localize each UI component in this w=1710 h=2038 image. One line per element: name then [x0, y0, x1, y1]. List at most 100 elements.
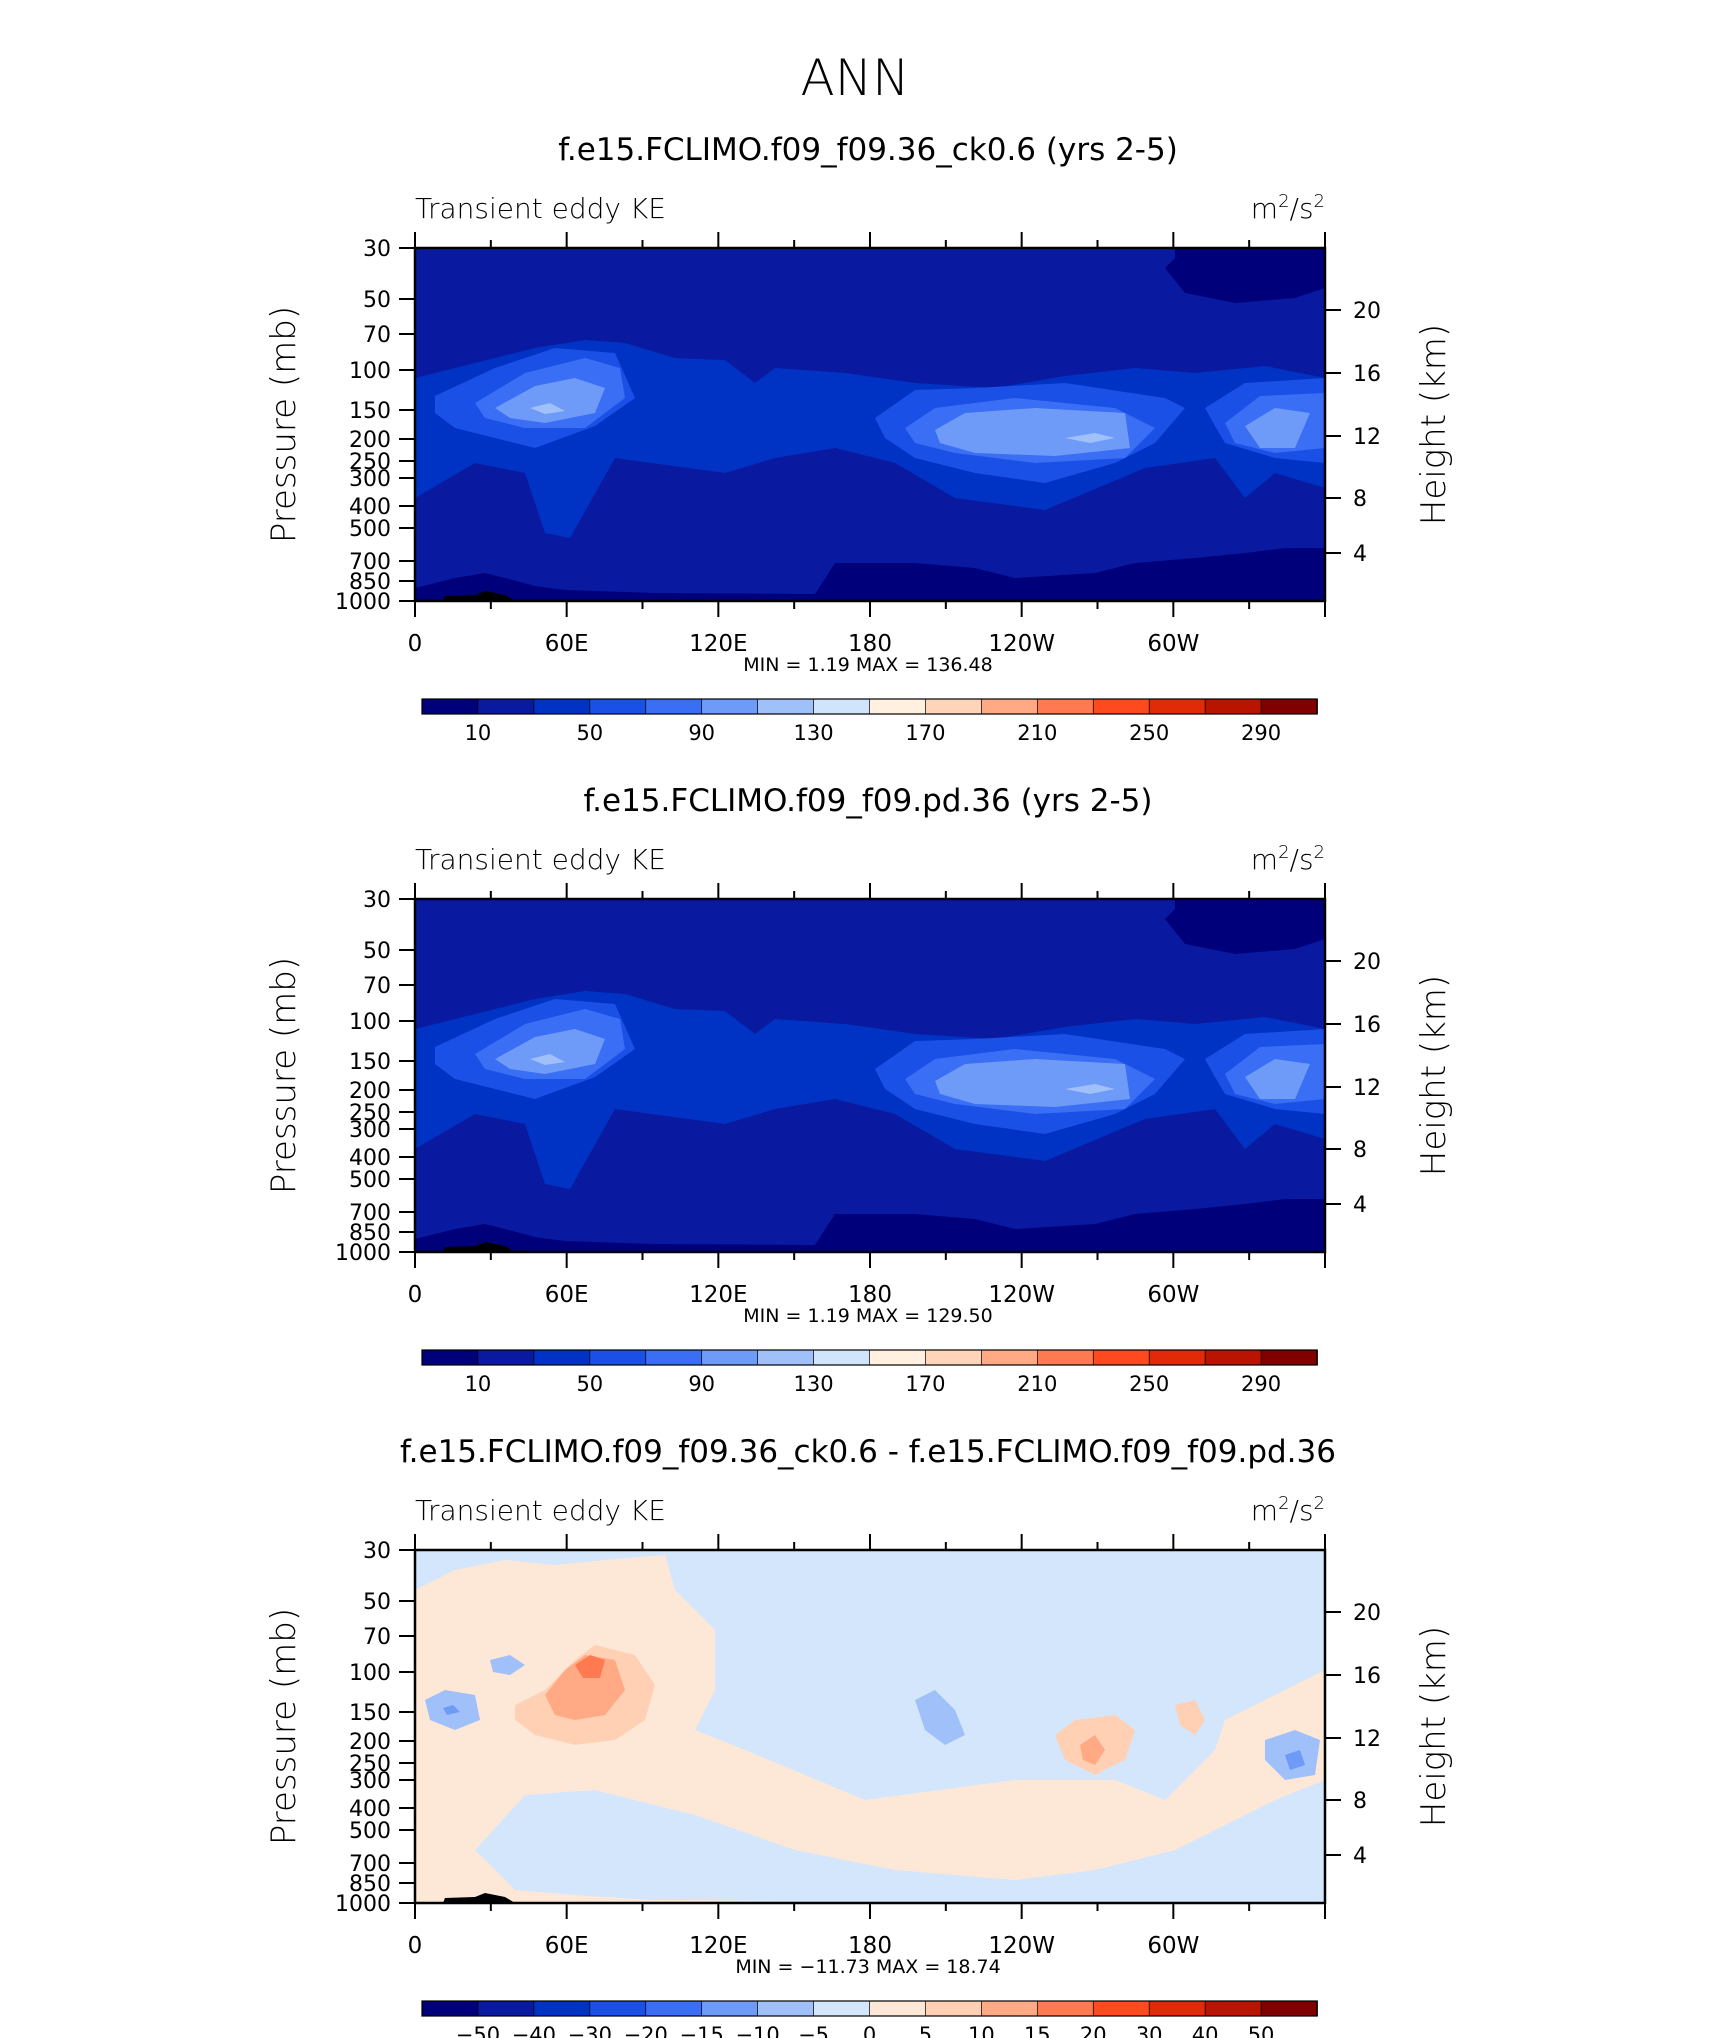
y2-tick-label: 12: [1353, 1727, 1381, 1752]
units-label: m2/s2: [1251, 191, 1325, 225]
colorbar-swatch-1-0: [421, 1349, 479, 1366]
y-tick-label: 1000: [335, 1892, 391, 1917]
y-tick-label: 1000: [335, 590, 391, 615]
y-tick-label: 100: [349, 359, 391, 384]
colorbar-swatch-2-9: [925, 2000, 983, 2017]
chart-panel-3: f.e15.FCLIMO.f09_f09.36_ck0.6 - f.e15.FC…: [264, 1434, 1454, 2038]
variable-label: Transient eddy KE: [415, 843, 666, 876]
colorbar-swatch-0-9: [925, 698, 983, 715]
y2-tick-label: 8: [1353, 1138, 1367, 1163]
y-tick-label: 1000: [335, 1241, 391, 1266]
colorbar-swatch-0-0: [421, 698, 479, 715]
colorbar-label: 0: [863, 2023, 876, 2038]
y-axis-label: Pressure (mb): [264, 957, 304, 1194]
colorbar-border-0: [421, 698, 1318, 715]
colorbar-label: 210: [1017, 721, 1057, 745]
colorbar-swatch-0-11: [1036, 698, 1095, 715]
colorbar-swatch-0-8: [869, 698, 927, 715]
y-tick-label: 30: [363, 888, 391, 913]
y-tick-label: 400: [349, 1797, 391, 1822]
colorbar-swatch-0-7: [813, 698, 871, 715]
colorbar-label: −5: [798, 2023, 829, 2038]
y-tick-label: 50: [363, 288, 391, 313]
x-tick-label: 120W: [988, 631, 1055, 657]
x-tick-label: 120E: [689, 1282, 747, 1308]
contour-region: [530, 1054, 565, 1065]
y-tick-label: 850: [349, 1221, 391, 1246]
x-tick-label: 60W: [1147, 631, 1199, 657]
y-tick-label: 300: [349, 1118, 391, 1143]
x-tick-label: 60W: [1147, 1282, 1199, 1308]
colorbar-label: 290: [1241, 721, 1281, 745]
contour-region: [495, 378, 605, 423]
contour-field: [415, 899, 1325, 1252]
y-tick-label: 70: [363, 323, 391, 348]
contour-field: [415, 1550, 1325, 1903]
contour-region: [415, 1555, 1325, 1903]
contour-region: [935, 408, 1130, 456]
topography: [443, 591, 515, 601]
y-tick-label: 200: [349, 1730, 391, 1755]
colorbar-label: −20: [624, 2023, 668, 2038]
units-label: m2/s2: [1251, 1493, 1325, 1527]
contour-region: [1065, 1084, 1115, 1094]
x-tick-label: 60E: [545, 631, 589, 657]
x-tick-label: 180: [848, 631, 892, 657]
contour-region: [490, 1655, 525, 1675]
colorbar-border-1: [421, 1349, 1318, 1366]
contour-region: [1165, 248, 1325, 303]
y-tick-label: 70: [363, 974, 391, 999]
colorbar-swatch-1-12: [1092, 1349, 1151, 1366]
panels: f.e15.FCLIMO.f09_f09.36_ck0.6 (yrs 2-5) T…: [264, 132, 1454, 2038]
variable-label: Transient eddy KE: [415, 192, 666, 225]
colorbar-swatch-1-3: [589, 1349, 647, 1366]
colorbar-swatch-1-11: [1036, 1349, 1095, 1366]
colorbar-swatch-1-8: [869, 1349, 927, 1366]
colorbar-swatch-2-2: [533, 2000, 591, 2017]
contour-field: [415, 248, 1325, 601]
colorbar-swatch-1-13: [1148, 1349, 1206, 1366]
y2-tick-label: 8: [1353, 1789, 1367, 1814]
colorbar-label: 50: [576, 1372, 603, 1396]
y2-axis-label: Height (km): [1414, 975, 1454, 1176]
colorbar-swatch-2-7: [813, 2000, 871, 2017]
y2-axis-label: Height (km): [1414, 1626, 1454, 1827]
y2-tick-label: 16: [1353, 362, 1381, 387]
colorbar-label: −15: [680, 2023, 724, 2038]
colorbar-label: 130: [794, 1372, 834, 1396]
colorbar-swatch-2-6: [757, 2000, 815, 2017]
contour-region: [1065, 433, 1115, 443]
colorbar-swatch-2-5: [701, 2000, 759, 2017]
colorbar-swatch-2-4: [645, 2000, 703, 2017]
chart-panel-2: f.e15.FCLIMO.f09_f09.pd.36 (yrs 2-5) Tran…: [264, 783, 1454, 1396]
colorbar-label: 40: [1192, 2023, 1219, 2038]
colorbar-swatch-1-14: [1204, 1349, 1262, 1366]
panel-title: f.e15.FCLIMO.f09_f09.36_ck0.6 (yrs 2-5): [558, 132, 1178, 168]
colorbar-swatch-0-13: [1148, 698, 1206, 715]
colorbar-swatch-0-6: [757, 698, 815, 715]
topography: [443, 1242, 515, 1252]
contour-region: [1165, 899, 1325, 954]
colorbar-label: 130: [794, 721, 834, 745]
colorbar-label: −30: [568, 2023, 612, 2038]
y-tick-label: 300: [349, 467, 391, 492]
colorbar-label: 10: [465, 721, 492, 745]
y2-tick-label: 12: [1353, 425, 1381, 450]
colorbar-label: 10: [968, 2023, 995, 2038]
y-tick-label: 100: [349, 1010, 391, 1035]
y-tick-label: 700: [349, 550, 391, 575]
y2-tick-label: 20: [1353, 1601, 1381, 1626]
colorbar-label: 5: [919, 2023, 932, 2038]
x-tick-label: 0: [408, 1282, 423, 1308]
colorbar-label: 90: [688, 1372, 715, 1396]
contour-region: [915, 1690, 965, 1745]
colorbar-swatch-1-5: [701, 1349, 759, 1366]
chart-panel-1: f.e15.FCLIMO.f09_f09.36_ck0.6 (yrs 2-5) T…: [264, 132, 1454, 745]
y-tick-label: 500: [349, 517, 391, 542]
y2-tick-label: 20: [1353, 299, 1381, 324]
x-tick-label: 60E: [545, 1282, 589, 1308]
y-axis-label: Pressure (mb): [264, 306, 304, 543]
colorbar-swatch-0-1: [477, 698, 535, 715]
contour-region: [415, 548, 1325, 601]
colorbar-swatch-1-7: [813, 1349, 871, 1366]
